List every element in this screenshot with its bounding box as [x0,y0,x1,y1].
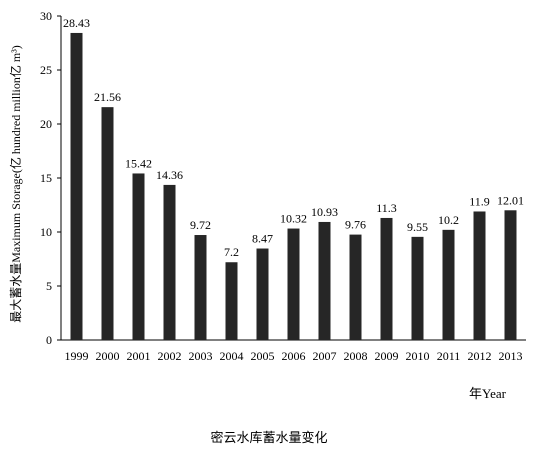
data-label: 12.01 [497,193,524,207]
data-label: 28.43 [63,16,90,30]
bar [70,32,83,341]
y-tick-label: 30 [40,9,52,23]
x-tick-label: 2004 [220,349,244,363]
data-label: 9.72 [190,218,211,232]
bar [132,173,145,340]
bar [163,184,176,340]
bar [287,228,300,340]
x-tick-label: 2009 [375,349,399,363]
data-label: 8.47 [252,232,273,246]
data-label: 9.76 [345,218,366,232]
x-tick-label: 1999 [65,349,89,363]
y-tick-label: 5 [46,279,52,293]
x-axis-title: 年Year [469,386,507,401]
data-label: 9.55 [407,220,428,234]
data-label: 15.42 [125,156,152,170]
x-tick-label: 2002 [158,349,182,363]
figure-caption: 密云水库蓄水量变化 [210,431,328,446]
data-label: 7.2 [224,245,239,259]
data-label: 10.32 [280,212,307,226]
bar [380,217,393,340]
x-tick-label: 2006 [282,349,306,363]
y-tick-label: 20 [40,117,52,131]
data-label: 14.36 [156,168,183,182]
bar-chart: 0 5 10 15 20 25 30 28.43 1999 21.56 2000 15.42 2001 1… [8,9,526,401]
x-tick-label: 2001 [127,349,151,363]
bar [473,211,486,340]
y-tick-label: 25 [40,63,52,77]
y-tick-label: 10 [40,225,52,239]
x-tick-label: 2010 [406,349,430,363]
data-label: 11.3 [376,201,397,215]
data-label: 11.9 [469,194,490,208]
x-tick-label: 2005 [251,349,275,363]
y-axis-title: 最大蓄水量Maximum Storage(亿 hundred million亿 … [8,45,23,323]
x-tick-label: 2000 [96,349,120,363]
bar [504,210,517,340]
data-label: 10.93 [311,205,338,219]
bar [194,235,207,340]
y-tick-label: 0 [46,333,52,347]
x-tick-label: 2007 [313,349,337,363]
bar [411,236,424,340]
data-label: 10.2 [438,213,459,227]
x-tick-label: 2008 [344,349,368,363]
bar [225,262,238,340]
bar [442,229,455,340]
bar [101,107,114,340]
bar [256,248,269,340]
data-label: 21.56 [94,90,121,104]
x-tick-label: 2011 [437,349,461,363]
x-tick-label: 2003 [189,349,213,363]
bar [318,221,331,340]
y-tick-label: 15 [40,171,52,185]
x-tick-label: 2013 [499,349,523,363]
bar [349,234,362,340]
x-tick-label: 2012 [468,349,492,363]
